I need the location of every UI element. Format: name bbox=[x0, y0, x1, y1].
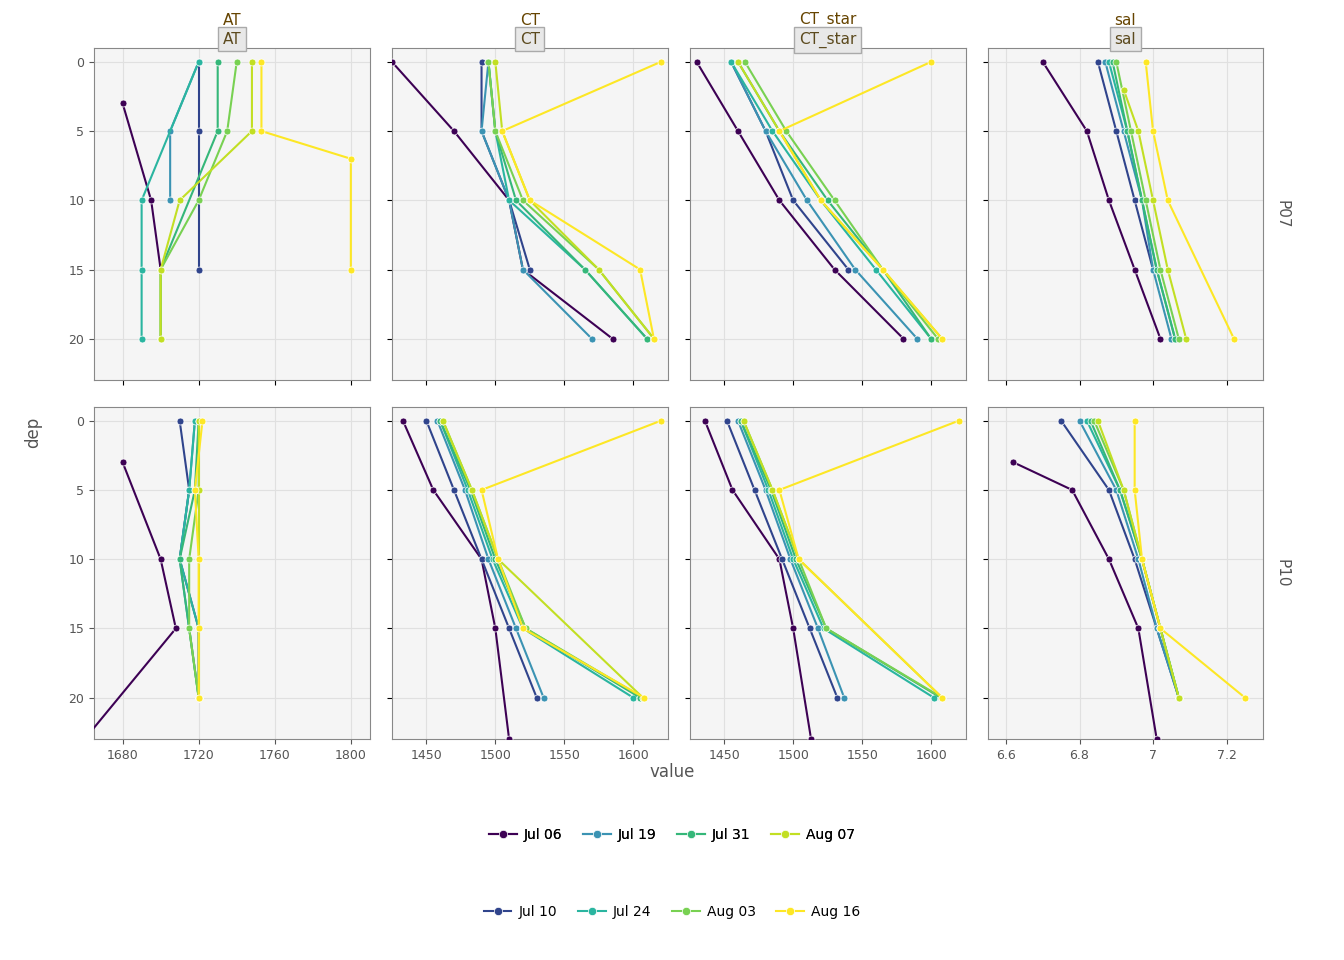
Text: P10: P10 bbox=[1274, 559, 1289, 588]
Text: AT: AT bbox=[223, 13, 242, 28]
Title: CT: CT bbox=[520, 32, 540, 47]
Text: CT_star: CT_star bbox=[798, 12, 856, 28]
Text: P07: P07 bbox=[1274, 200, 1289, 228]
Text: sal: sal bbox=[1114, 13, 1136, 28]
Title: AT: AT bbox=[223, 32, 242, 47]
Title: CT_star: CT_star bbox=[798, 32, 856, 48]
Text: CT: CT bbox=[520, 13, 540, 28]
Legend: Jul 06, Jul 19, Jul 31, Aug 07: Jul 06, Jul 19, Jul 31, Aug 07 bbox=[484, 823, 860, 848]
Legend: Jul 10, Jul 24, Aug 03, Aug 16: Jul 10, Jul 24, Aug 03, Aug 16 bbox=[478, 900, 866, 924]
Text: dep: dep bbox=[24, 417, 43, 447]
Title: sal: sal bbox=[1114, 32, 1136, 47]
Text: value: value bbox=[649, 763, 695, 781]
